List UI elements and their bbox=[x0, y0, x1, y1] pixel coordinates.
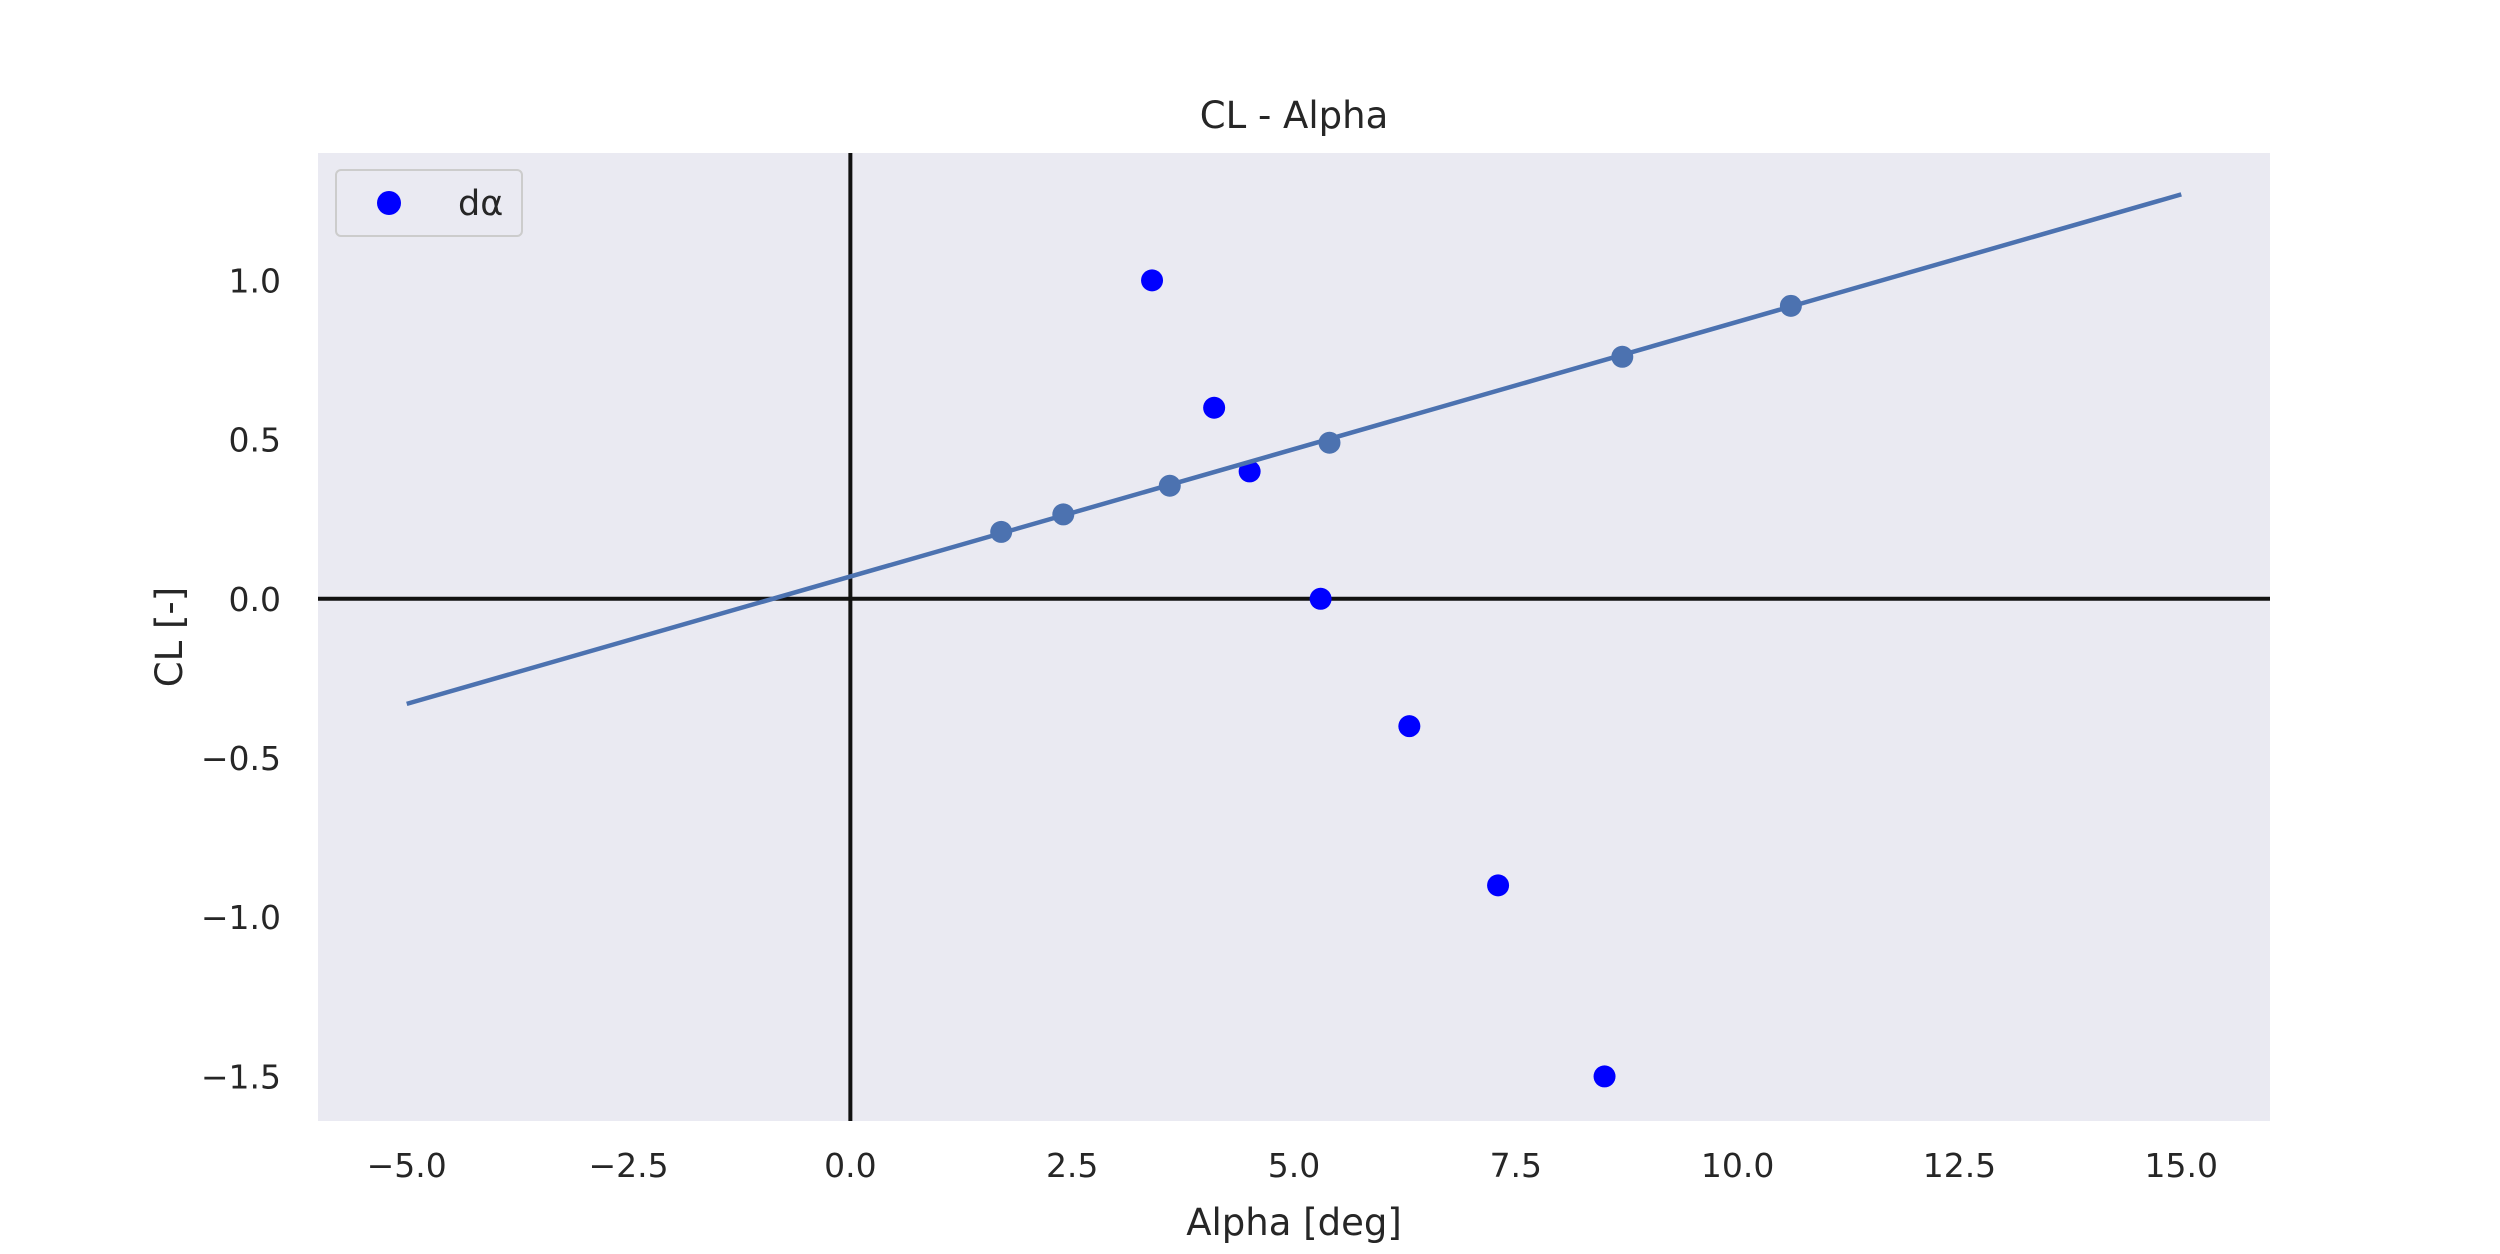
y-tick-label: −1.0 bbox=[201, 898, 281, 937]
line-marker-3 bbox=[1318, 431, 1341, 454]
y-axis-label: CL [-] bbox=[148, 587, 191, 687]
x-tick-label: 5.0 bbox=[1268, 1146, 1320, 1185]
x-tick-label: −2.5 bbox=[588, 1146, 668, 1185]
legend-box bbox=[335, 169, 523, 237]
plot-area bbox=[318, 153, 2270, 1121]
scatter-point-6 bbox=[1593, 1065, 1616, 1088]
y-tick-label: 0.5 bbox=[229, 421, 281, 460]
x-tick-label: 2.5 bbox=[1046, 1146, 1098, 1185]
fit-line bbox=[406, 192, 2182, 707]
scatter-point-1 bbox=[1203, 396, 1226, 419]
line-marker-2 bbox=[1158, 474, 1181, 497]
legend: dα bbox=[335, 169, 523, 237]
line-marker-5 bbox=[1779, 294, 1802, 317]
line-marker-4 bbox=[1611, 345, 1634, 368]
x-tick-label: 10.0 bbox=[1701, 1146, 1774, 1185]
scatter-point-4 bbox=[1398, 715, 1421, 738]
line-marker-0 bbox=[990, 520, 1013, 543]
x-tick-label: 7.5 bbox=[1490, 1146, 1542, 1185]
legend-label: dα bbox=[458, 184, 503, 224]
x-axis-ticks: −5.0 −2.5 0.0 2.5 5.0 7.5 10.0 12.5 15.0 bbox=[367, 1146, 2218, 1185]
series-layer bbox=[406, 192, 2182, 1088]
y-axis-ticks: 1.0 0.5 0.0 −0.5 −1.0 −1.5 bbox=[201, 261, 281, 1096]
line-marker-1 bbox=[1052, 503, 1075, 526]
y-tick-label: −1.5 bbox=[201, 1057, 281, 1096]
y-tick-label: 1.0 bbox=[229, 261, 281, 300]
y-tick-label: −0.5 bbox=[201, 739, 281, 778]
x-tick-label: 15.0 bbox=[2145, 1146, 2218, 1185]
chart-title: CL - Alpha bbox=[1200, 94, 1389, 137]
scatter-point-0 bbox=[1141, 269, 1164, 292]
y-tick-label: 0.0 bbox=[229, 580, 281, 619]
legend-marker bbox=[377, 191, 401, 215]
x-tick-label: 0.0 bbox=[824, 1146, 876, 1185]
scatter-point-5 bbox=[1487, 874, 1510, 897]
scatter-point-2 bbox=[1238, 460, 1261, 483]
reference-lines bbox=[318, 153, 2270, 1121]
scatter-point-3 bbox=[1309, 587, 1332, 610]
x-tick-label: 12.5 bbox=[1923, 1146, 1996, 1185]
x-tick-label: −5.0 bbox=[367, 1146, 447, 1185]
x-axis-label: Alpha [deg] bbox=[1186, 1201, 1402, 1244]
